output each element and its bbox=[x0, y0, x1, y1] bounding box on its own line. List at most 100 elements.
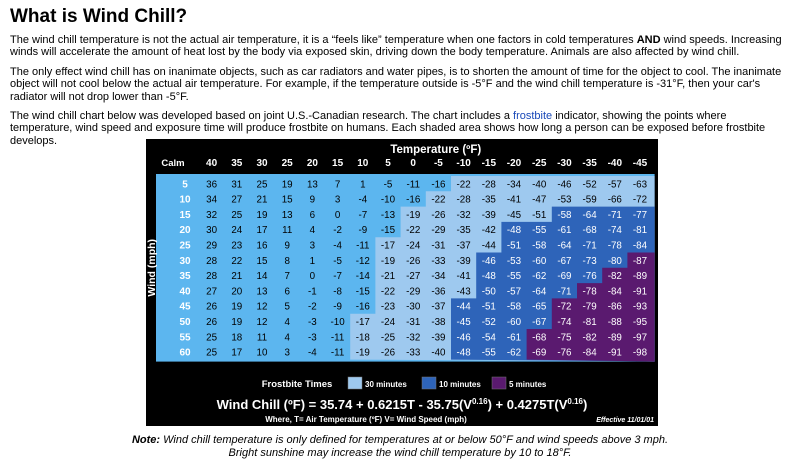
wind-chill-value: 8 bbox=[284, 256, 290, 267]
temperature-header: -5 bbox=[434, 158, 443, 169]
wind-chill-value: -78 bbox=[583, 286, 598, 297]
wind-chill-value: -5 bbox=[333, 256, 342, 267]
wind-chill-value: 17 bbox=[231, 348, 242, 359]
wind-chill-value: 3 bbox=[310, 240, 316, 251]
wind-chill-value: -84 bbox=[633, 240, 648, 251]
paragraph-chart-b: indicator, showing the points where temp… bbox=[10, 110, 766, 147]
wind-speed-label: 50 bbox=[179, 317, 191, 328]
wind-chill-value: 19 bbox=[282, 179, 293, 190]
wind-chill-value: -22 bbox=[406, 225, 420, 236]
wind-speed-label: 60 bbox=[179, 348, 191, 359]
wind-chill-value: -19 bbox=[406, 210, 420, 221]
wind-chill-value: 34 bbox=[206, 195, 217, 206]
wind-chill-value: -51 bbox=[482, 302, 496, 313]
legend-swatch bbox=[491, 376, 507, 390]
wind-chill-value: 6 bbox=[310, 210, 316, 221]
wind-chill-value: -40 bbox=[431, 348, 446, 359]
wind-chill-value: 13 bbox=[282, 210, 293, 221]
wind-chill-value: -27 bbox=[406, 271, 420, 282]
wind-chill-value: -75 bbox=[557, 332, 572, 343]
wind-speed-label: 30 bbox=[179, 256, 191, 267]
wind-chill-value: -45 bbox=[457, 317, 472, 328]
wind-chill-value: 25 bbox=[257, 179, 268, 190]
wind-chill-value: 4 bbox=[310, 225, 316, 236]
wind-chill-value: -11 bbox=[406, 179, 419, 190]
wind-chill-value: -46 bbox=[557, 179, 572, 190]
wind-chill-chart-svg: Temperature (ºF)Calm 40 35 30 25 20 15 10 5 0 -5 -1… bbox=[146, 144, 655, 424]
wind-chill-value: -64 bbox=[557, 240, 572, 251]
wind-chill-value: 4 bbox=[284, 332, 290, 343]
wind-chill-value: -67 bbox=[557, 256, 571, 267]
wind-chill-value: -35 bbox=[482, 195, 497, 206]
wind-chill-value: -68 bbox=[532, 332, 547, 343]
wind-chill-value: 25 bbox=[206, 348, 217, 359]
wind-chill-value: 18 bbox=[231, 332, 242, 343]
wind-chill-value: 36 bbox=[206, 179, 217, 190]
wind-chill-value: -39 bbox=[482, 210, 496, 221]
wind-chill-value: 17 bbox=[257, 225, 268, 236]
wind-speed-label: 5 bbox=[182, 179, 188, 190]
wind-chill-value: 26 bbox=[206, 317, 217, 328]
temperature-header: -30 bbox=[557, 158, 572, 169]
wind-chill-value: -31 bbox=[406, 317, 420, 328]
wind-chill-value: 15 bbox=[282, 195, 293, 206]
paragraph-intro-b: wind speeds. Increasing winds will accel… bbox=[10, 34, 782, 59]
wind-chill-value: -19 bbox=[381, 256, 395, 267]
wind-chill-value: -74 bbox=[608, 225, 623, 236]
wind-chill-value: -78 bbox=[608, 240, 623, 251]
wind-chill-value: -33 bbox=[406, 348, 421, 359]
wind-chill-value: -2 bbox=[308, 302, 317, 313]
footnote: Note: Wind chill temperature is only def… bbox=[0, 434, 800, 459]
wind-chill-value: -39 bbox=[457, 256, 471, 267]
wind-chill-value: -10 bbox=[331, 317, 346, 328]
wind-chill-value: -52 bbox=[482, 317, 496, 328]
wind-chill-value: -16 bbox=[356, 302, 371, 313]
wind-chill-value: 15 bbox=[257, 256, 268, 267]
wind-chill-value: -41 bbox=[457, 271, 471, 282]
wind-chill-value: 6 bbox=[284, 286, 290, 297]
wind-chill-value: -28 bbox=[457, 195, 472, 206]
wind-chill-value: 7 bbox=[284, 271, 289, 282]
wind-chill-value: -72 bbox=[633, 195, 647, 206]
wind-chill-value: -5 bbox=[384, 179, 393, 190]
wind-chill-value: -63 bbox=[633, 179, 648, 190]
wind-chill-value: 12 bbox=[257, 317, 268, 328]
wind-chill-value: -52 bbox=[583, 179, 597, 190]
wind-chill-value: -44 bbox=[457, 302, 472, 313]
wind-speed-label: 40 bbox=[179, 286, 191, 297]
wind-chill-value: -7 bbox=[358, 210, 367, 221]
wind-chill-value: -1 bbox=[308, 286, 317, 297]
wind-chill-value: -71 bbox=[583, 240, 597, 251]
wind-chill-value: 16 bbox=[257, 240, 268, 251]
wind-chill-value: -84 bbox=[583, 348, 598, 359]
wind-chill-value: -22 bbox=[431, 195, 445, 206]
wind-chill-value: -81 bbox=[583, 317, 597, 328]
wind-chill-value: -4 bbox=[333, 240, 342, 251]
wind-chill-value: -26 bbox=[381, 348, 396, 359]
wind-chill-value: -80 bbox=[608, 256, 623, 267]
wind-chill-value: -46 bbox=[457, 332, 472, 343]
wind-chill-value: 24 bbox=[231, 225, 242, 236]
legend-label: 10 minutes bbox=[439, 380, 481, 389]
wind-chill-value: 14 bbox=[257, 271, 268, 282]
wind-chill-value: 27 bbox=[231, 195, 242, 206]
wind-chill-value: -88 bbox=[608, 317, 623, 328]
legend-label: 30 minutes bbox=[365, 380, 407, 389]
wind-chill-value: -55 bbox=[532, 225, 547, 236]
wind-chill-value: -39 bbox=[431, 332, 445, 343]
temperature-header: -35 bbox=[582, 158, 597, 169]
wind-chill-value: -71 bbox=[557, 286, 571, 297]
wind-chill-value: -59 bbox=[583, 195, 597, 206]
wind-chill-value: -84 bbox=[608, 286, 623, 297]
wind-chill-value: -50 bbox=[482, 286, 497, 297]
wind-chill-value: -4 bbox=[308, 348, 317, 359]
legend-title: Frostbite Times bbox=[262, 379, 333, 390]
frostbite-link[interactable]: frostbite bbox=[513, 110, 553, 123]
temperature-header: 15 bbox=[332, 158, 344, 169]
legend-swatch bbox=[421, 376, 437, 390]
wind-chill-value: -38 bbox=[431, 317, 446, 328]
wind-chill-value: -32 bbox=[406, 332, 420, 343]
wind-chill-value: -64 bbox=[532, 286, 547, 297]
wind-chill-value: -53 bbox=[507, 256, 522, 267]
paragraph-chart: The wind chill chart below was developed… bbox=[10, 110, 790, 147]
